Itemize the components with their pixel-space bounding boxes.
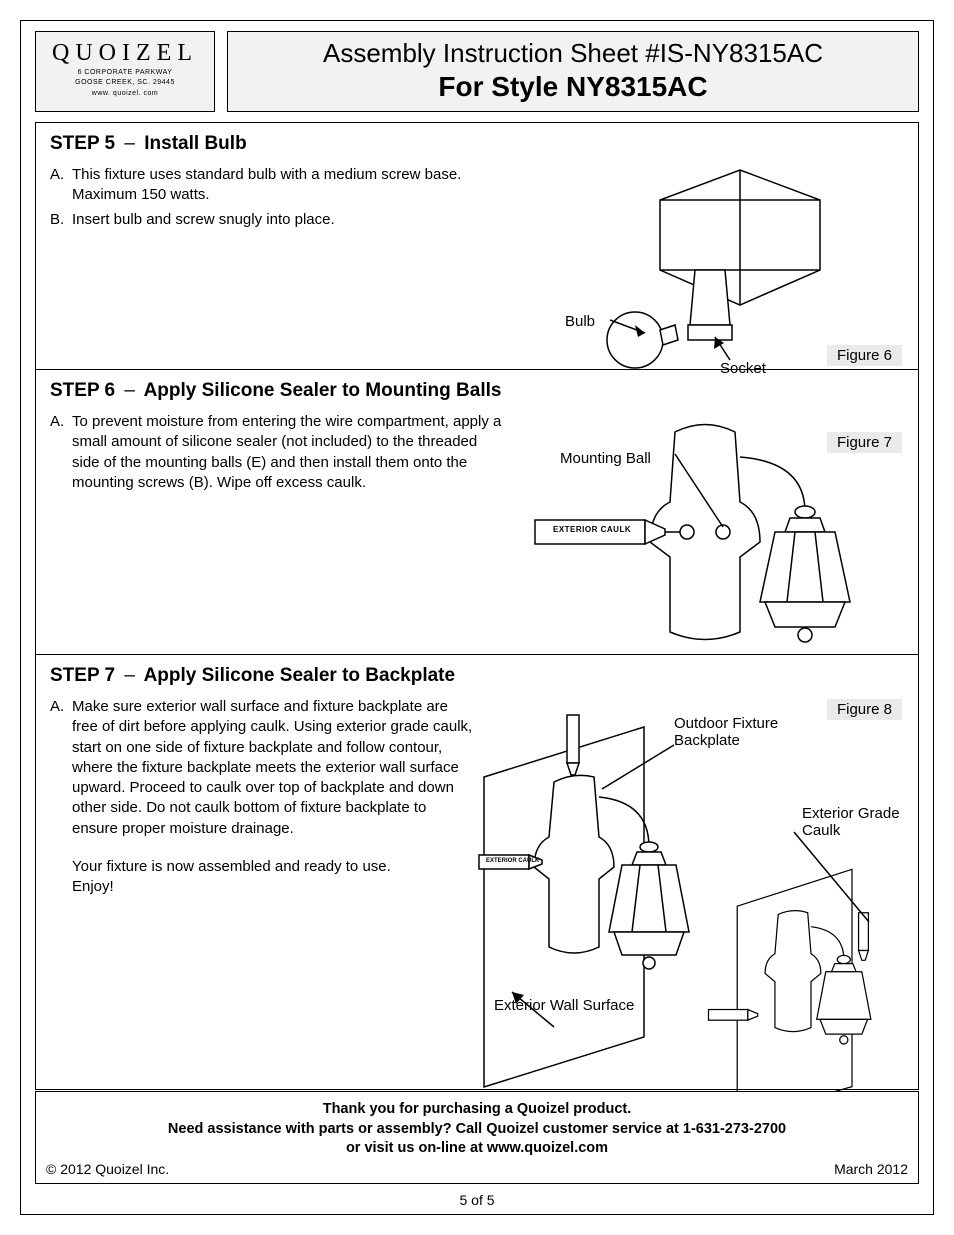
brand-name: QUOIZEL — [42, 40, 208, 67]
step6-head: STEP 6 – Apply Silicone Sealer to Mounti… — [36, 370, 918, 408]
step6-title: STEP 6 – Apply Silicone Sealer to Mounti… — [50, 380, 510, 402]
step5-body: A. This fixture uses standard bulb with … — [36, 161, 918, 387]
step5-figure: Bulb Socket Figure 6 — [520, 165, 904, 375]
step7-head: STEP 7 – Apply Silicone Sealer to Backpl… — [36, 655, 918, 693]
step7-prefix: STEP 7 — [50, 665, 115, 686]
step7-box: STEP 7 – Apply Silicone Sealer to Backpl… — [35, 655, 919, 1090]
list-item: A. Make sure exterior wall surface and f… — [50, 697, 474, 839]
footer-copyright: © 2012 Quoizel Inc. — [46, 1161, 169, 1177]
step7-body: A. Make sure exterior wall surface and f… — [36, 693, 918, 1104]
brand-box: QUOIZEL 6 CORPORATE PARKWAY GOOSE CREEK,… — [35, 31, 215, 112]
header-row: QUOIZEL 6 CORPORATE PARKWAY GOOSE CREEK,… — [21, 21, 933, 122]
item-letter: A. — [50, 697, 72, 839]
step5-head: STEP 5 – Install Bulb — [36, 123, 918, 161]
item-text: Insert bulb and screw snugly into place. — [72, 210, 335, 230]
step7-suffix: Apply Silicone Sealer to Backplate — [144, 665, 456, 686]
brand-url: www. quoizel. com — [42, 90, 208, 98]
item-letter: B. — [50, 210, 72, 230]
list-item: B. Insert bulb and screw snugly into pla… — [50, 210, 520, 230]
step6-body: A. To prevent moisture from entering the… — [36, 408, 918, 684]
footer-row: © 2012 Quoizel Inc. March 2012 — [46, 1161, 908, 1177]
fixture-backplate-icon — [474, 697, 904, 1092]
item-text: This fixture uses standard bulb with a m… — [72, 165, 520, 206]
callout-wall: Exterior Wall Surface — [494, 997, 634, 1014]
figure6-label: Figure 6 — [827, 345, 902, 366]
title-line1: Assembly Instruction Sheet #IS-NY8315AC — [228, 38, 918, 69]
step5-text: A. This fixture uses standard bulb with … — [50, 165, 520, 375]
footer-line2: Need assistance with parts or assembly? … — [46, 1120, 908, 1140]
title-line2: For Style NY8315AC — [228, 71, 918, 103]
page-number: 5 of 5 — [21, 1192, 933, 1208]
dash-icon: – — [124, 133, 135, 154]
step7-closing: Your fixture is now assembled and ready … — [72, 857, 474, 898]
item-text: To prevent moisture from entering the wi… — [72, 412, 505, 493]
brand-addr1: 6 CORPORATE PARKWAY — [42, 69, 208, 77]
callout-tube: EXTERIOR CAULK — [553, 525, 631, 534]
callout-mounting-ball: Mounting Ball — [560, 450, 651, 467]
footer-box: Thank you for purchasing a Quoizel produ… — [35, 1091, 919, 1184]
step5-prefix: STEP 5 — [50, 133, 115, 154]
step6-text: A. To prevent moisture from entering the… — [50, 412, 505, 672]
footer-line1: Thank you for purchasing a Quoizel produ… — [46, 1100, 908, 1120]
title-box: Assembly Instruction Sheet #IS-NY8315AC … — [227, 31, 919, 112]
brand-addr2: GOOSE CREEK, SC. 29445 — [42, 79, 208, 87]
step7-title: STEP 7 – Apply Silicone Sealer to Backpl… — [50, 665, 455, 686]
callout-backplate: Outdoor Fixture Backplate — [674, 715, 794, 749]
step7-figure: Outdoor Fixture Backplate Exterior Grade… — [474, 697, 904, 1092]
list-item: A. This fixture uses standard bulb with … — [50, 165, 520, 206]
callout-bulb: Bulb — [565, 313, 595, 330]
closing-line1: Your fixture is now assembled and ready … — [72, 857, 474, 877]
item-letter: A. — [50, 412, 72, 493]
callout-tube-left: EXTERIOR CAULK — [486, 858, 539, 864]
item-text: Make sure exterior wall surface and fixt… — [72, 697, 474, 839]
dash-icon: – — [124, 665, 135, 686]
step6-suffix: Apply Silicone Sealer to Mounting Balls — [144, 380, 502, 401]
step6-box: STEP 6 – Apply Silicone Sealer to Mounti… — [35, 370, 919, 655]
page-border: QUOIZEL 6 CORPORATE PARKWAY GOOSE CREEK,… — [20, 20, 934, 1215]
step5-box: STEP 5 – Install Bulb A. This fixture us… — [35, 122, 919, 370]
fixture-bulb-icon — [520, 165, 880, 375]
step7-text: A. Make sure exterior wall surface and f… — [50, 697, 474, 1092]
footer-line3: or visit us on-line at www.quoizel.com — [46, 1139, 908, 1159]
step6-figure: Mounting Ball EXTERIOR CAULK Figure 7 — [505, 412, 904, 672]
figure7-label: Figure 7 — [827, 432, 902, 453]
closing-line2: Enjoy! — [72, 877, 474, 897]
list-item: A. To prevent moisture from entering the… — [50, 412, 505, 493]
dash-icon: – — [124, 380, 135, 401]
footer-date: March 2012 — [834, 1161, 908, 1177]
step6-prefix: STEP 6 — [50, 380, 115, 401]
callout-caulk: Exterior Grade Caulk — [802, 805, 902, 839]
step5-title: STEP 5 – Install Bulb — [50, 133, 247, 154]
item-letter: A. — [50, 165, 72, 206]
step5-suffix: Install Bulb — [144, 133, 246, 154]
figure8-label: Figure 8 — [827, 699, 902, 720]
